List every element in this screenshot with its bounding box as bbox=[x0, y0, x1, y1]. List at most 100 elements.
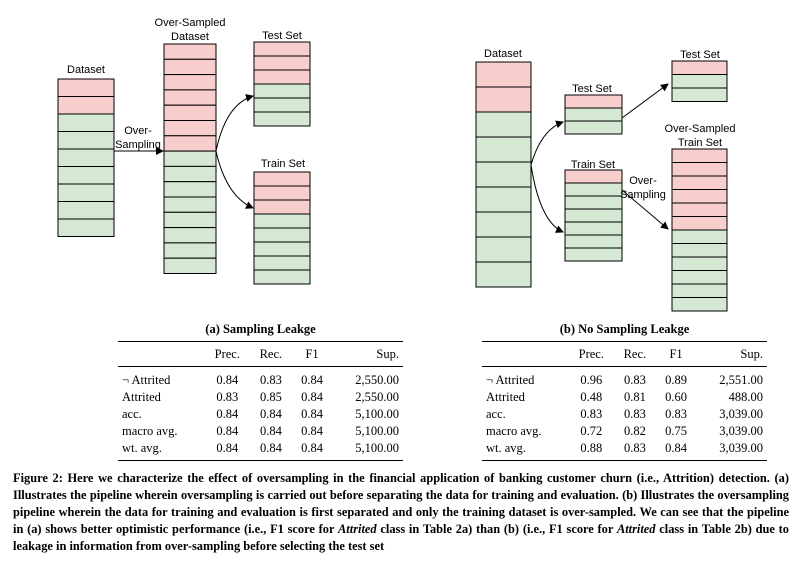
b-output-test-set-label: Test Set bbox=[680, 49, 720, 61]
a-to-train-arrow bbox=[215, 150, 254, 209]
block-minority bbox=[253, 185, 311, 201]
table-a-cell-3-4: 5,100.00 bbox=[355, 424, 399, 438]
block-minority bbox=[671, 216, 728, 231]
a-oversampling-label-2: Sampling bbox=[115, 139, 161, 151]
b-test-set-stack bbox=[564, 94, 623, 135]
block-minority bbox=[163, 89, 217, 106]
a-oversampled-dataset-stack bbox=[163, 43, 217, 275]
b-test-set-label: Test Set bbox=[572, 83, 612, 95]
table-a-cell-1-4: 2,550.00 bbox=[355, 390, 399, 404]
table-b-cell-2-3: 0.83 bbox=[665, 407, 687, 421]
table-b-cell-1-0: Attrited bbox=[486, 390, 525, 404]
block-majority bbox=[253, 227, 311, 243]
a-dataset-stack bbox=[57, 78, 115, 237]
block-minority bbox=[57, 96, 115, 115]
table-a: Prec. Rec. F1 Sup. ¬ Attrited 0.84 0.83 0.84 2,… bbox=[118, 341, 403, 461]
block-majority bbox=[564, 182, 623, 197]
caption-emphasis-1: Attrited bbox=[338, 522, 377, 536]
block-majority bbox=[163, 257, 217, 275]
block-majority bbox=[475, 261, 532, 288]
table-a-cell-2-1: 0.84 bbox=[216, 407, 239, 421]
a-oversampled-label-2: Dataset bbox=[171, 31, 209, 43]
table-b-cell-1-1: 0.48 bbox=[580, 390, 603, 404]
table-a-cell-0-0: ¬ Attrited bbox=[122, 373, 171, 387]
block-minority bbox=[253, 69, 311, 85]
block-minority bbox=[163, 58, 217, 76]
block-minority bbox=[253, 41, 311, 57]
block-majority bbox=[253, 97, 311, 113]
b-dataset-stack bbox=[475, 61, 532, 288]
table-a-cell-0-4: 2,550.00 bbox=[355, 373, 399, 387]
caption-part-2: class in Table 2a) than (b) (i.e., F1 sc… bbox=[376, 522, 617, 536]
block-majority bbox=[671, 283, 728, 298]
table-row: wt. avg. 0.88 0.83 0.84 3,039.00 bbox=[482, 440, 767, 461]
table-a-cell-4-1: 0.84 bbox=[216, 441, 239, 455]
b-oversampled-label-1: Over-Sampled bbox=[665, 123, 736, 135]
b-dataset-label: Dataset bbox=[484, 48, 522, 60]
b-to-test-arrow bbox=[530, 120, 564, 166]
table-b-cell-0-4: 2,551.00 bbox=[719, 373, 763, 387]
block-minority bbox=[253, 55, 311, 71]
table-a-cell-0-1: 0.84 bbox=[216, 373, 239, 387]
b-output-test-set-stack bbox=[671, 60, 728, 102]
block-majority bbox=[163, 227, 217, 244]
block-minority bbox=[475, 61, 532, 88]
caption-emphasis-2: Attrited bbox=[616, 522, 656, 536]
table-b-cell-2-1: 0.83 bbox=[580, 407, 603, 421]
block-majority bbox=[671, 256, 728, 271]
table-b-cell-3-2: 0.82 bbox=[623, 424, 646, 438]
table-b-header-1: Prec. bbox=[578, 347, 604, 361]
block-minority bbox=[57, 78, 115, 97]
table-a-cell-2-2: 0.84 bbox=[259, 407, 282, 421]
b-to-train-arrow bbox=[530, 164, 564, 233]
table-b-cell-2-2: 0.83 bbox=[623, 407, 646, 421]
block-majority bbox=[57, 201, 115, 220]
table-a-cell-4-3: 0.84 bbox=[301, 441, 323, 455]
block-majority bbox=[57, 113, 115, 132]
b-oversampled-label-2: Train Set bbox=[678, 137, 722, 149]
table-b-header-4: Sup. bbox=[740, 347, 763, 361]
block-majority bbox=[564, 195, 623, 210]
block-majority bbox=[163, 196, 217, 213]
block-majority bbox=[253, 111, 311, 127]
caption-part-3: class in Table 2b) due to leakage in inf… bbox=[13, 522, 789, 553]
table-no-sampling-leakage: (b) No Sampling Leakge Prec. Rec. F1 Sup. ¬… bbox=[482, 322, 767, 461]
block-minority bbox=[163, 74, 217, 91]
block-majority bbox=[163, 181, 217, 198]
table-b-cell-0-2: 0.83 bbox=[623, 373, 646, 387]
table-a-cell-3-1: 0.84 bbox=[216, 424, 239, 438]
block-majority bbox=[564, 221, 623, 236]
block-minority bbox=[671, 148, 728, 163]
table-b-cell-1-3: 0.60 bbox=[665, 390, 687, 404]
table-b-cell-3-0: macro avg. bbox=[486, 424, 542, 438]
table-b-header-0 bbox=[482, 342, 569, 367]
block-minority bbox=[253, 171, 311, 187]
block-minority bbox=[671, 202, 728, 217]
block-minority bbox=[671, 162, 728, 177]
table-b-cell-4-0: wt. avg. bbox=[486, 441, 526, 455]
table-row: wt. avg. 0.84 0.84 0.84 5,100.00 bbox=[118, 440, 403, 461]
table-a-cell-3-2: 0.84 bbox=[259, 424, 282, 438]
block-majority bbox=[57, 166, 115, 185]
table-row: Attrited 0.48 0.81 0.60 488.00 bbox=[482, 389, 767, 406]
table-a-header-2: Rec. bbox=[259, 347, 283, 361]
block-majority bbox=[475, 236, 532, 263]
table-b-cell-3-1: 0.72 bbox=[580, 424, 603, 438]
table-a-cell-3-0: macro avg. bbox=[122, 424, 178, 438]
b-oversampled-train-set-stack bbox=[671, 148, 728, 312]
table-b-header-2: Rec. bbox=[623, 347, 647, 361]
b-oversampling-label-2: Sampling bbox=[620, 189, 666, 201]
block-majority bbox=[475, 161, 532, 188]
block-minority bbox=[163, 120, 217, 137]
block-majority bbox=[253, 255, 311, 271]
block-majority bbox=[253, 241, 311, 257]
table-a-header-4: Sup. bbox=[376, 347, 399, 361]
table-row: Attrited 0.83 0.85 0.84 2,550.00 bbox=[118, 389, 403, 406]
diagram-b: Dataset Test Set Train Set Test Set Over… bbox=[475, 48, 736, 312]
block-majority bbox=[57, 131, 115, 150]
table-a-header-1: Prec. bbox=[214, 347, 240, 361]
diagram-a: Dataset Over-Sampled Dataset Test Set Tr… bbox=[57, 17, 311, 285]
a-oversampled-label-1: Over-Sampled bbox=[155, 17, 226, 29]
block-minority bbox=[671, 60, 728, 75]
block-majority bbox=[475, 186, 532, 213]
